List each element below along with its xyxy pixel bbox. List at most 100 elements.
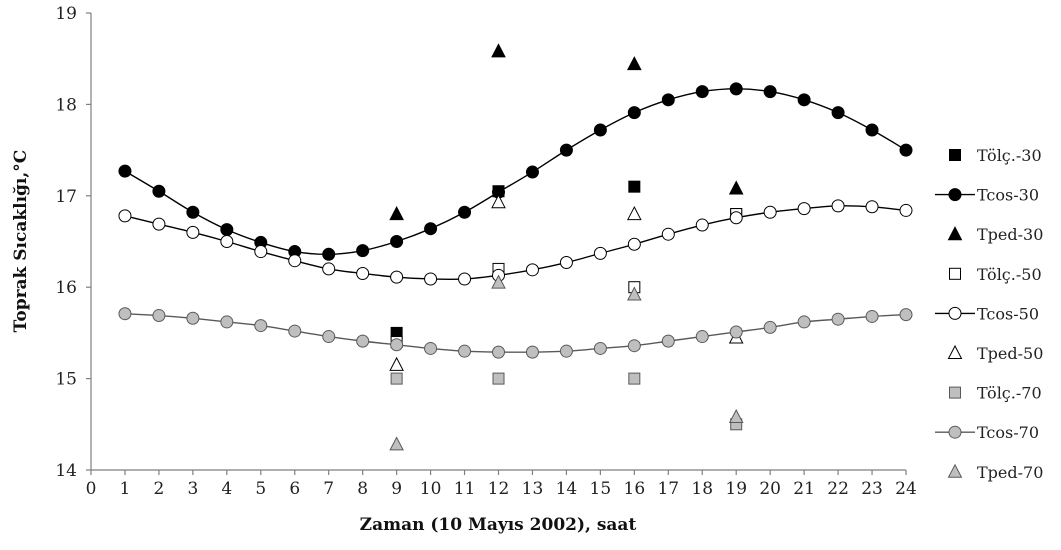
data-point — [356, 334, 370, 348]
data-point — [729, 325, 743, 339]
legend-marker — [947, 344, 963, 359]
series-5 — [389, 194, 744, 371]
series-line — [124, 88, 907, 256]
series-6 — [390, 372, 743, 431]
data-point — [627, 237, 641, 251]
data-point — [695, 218, 709, 232]
data-point — [186, 205, 200, 219]
data-point — [593, 123, 607, 137]
legend-marker — [948, 306, 962, 320]
data-point — [389, 436, 404, 451]
data-point — [728, 180, 744, 195]
data-point — [797, 93, 811, 107]
legend-label: Tölç.-30 — [977, 146, 1042, 165]
y-tick-label: 14 — [55, 461, 77, 481]
data-point — [254, 245, 268, 259]
data-point — [491, 194, 506, 209]
data-point — [661, 93, 675, 107]
y-tick-label: 15 — [55, 370, 77, 390]
data-point — [525, 345, 539, 359]
data-point — [220, 315, 234, 329]
x-tick-label: 10 — [420, 479, 442, 499]
legend-label: Tped-70 — [977, 463, 1043, 482]
y-tick-label: 18 — [55, 95, 77, 115]
legend-label: Tcos-30 — [977, 186, 1039, 205]
data-point — [254, 319, 268, 333]
ticks: 0 1 2 3 4 5 6 7 8 9 10 11 12 13 14 15 16 17 18 19 20 21 22 23 24… — [55, 4, 916, 499]
legend-item: Tped-70 — [947, 463, 1043, 482]
legend-item: Tcos-30 — [935, 186, 1039, 205]
data-point — [593, 341, 607, 355]
legend-label: Tcos-70 — [977, 423, 1039, 442]
data-point — [865, 123, 879, 137]
x-tick-label: 24 — [895, 479, 917, 499]
legend-item: Tcos-50 — [935, 304, 1039, 323]
data-point — [458, 272, 472, 286]
y-tick-label: 19 — [55, 4, 77, 24]
x-tick-label: 6 — [289, 479, 300, 499]
data-point — [831, 199, 845, 213]
legend-item: Tped-50 — [947, 344, 1043, 363]
x-tick-label: 5 — [255, 479, 266, 499]
data-point — [627, 106, 641, 120]
x-tick-label: 7 — [323, 479, 334, 499]
legend-marker — [949, 149, 961, 161]
series-3 — [390, 208, 743, 349]
data-point — [593, 246, 607, 260]
data-point — [628, 180, 641, 193]
x-tick-label: 9 — [391, 479, 402, 499]
series-7 — [118, 307, 913, 359]
data-point — [288, 324, 302, 338]
data-point — [390, 270, 404, 284]
legend-label: Tcos-50 — [977, 304, 1039, 323]
data-point — [627, 56, 642, 71]
data-point — [322, 247, 336, 261]
data-point — [424, 222, 438, 236]
data-point — [525, 165, 539, 179]
data-point — [559, 344, 573, 358]
data-point — [628, 372, 641, 385]
data-point — [118, 307, 132, 321]
x-tick-label: 12 — [488, 479, 510, 499]
data-point — [356, 266, 370, 280]
legend-marker — [949, 267, 961, 280]
x-tick-label: 14 — [556, 479, 578, 499]
data-point — [288, 254, 302, 268]
data-point — [525, 263, 539, 277]
data-point — [322, 262, 336, 276]
data-point — [728, 408, 744, 423]
data-point — [322, 330, 336, 344]
data-point — [356, 244, 370, 258]
x-tick-label: 13 — [522, 479, 544, 499]
series-line — [124, 205, 907, 281]
data-point — [627, 339, 641, 353]
data-point — [661, 227, 675, 241]
data-point — [763, 85, 777, 99]
y-tick-label: 17 — [55, 187, 77, 207]
legend-item: Tölç.-30 — [949, 146, 1042, 165]
legend-label: Tölç.-70 — [977, 384, 1042, 403]
data-point — [899, 308, 913, 322]
x-tick-label: 16 — [624, 479, 646, 499]
data-point — [118, 164, 132, 178]
data-point — [559, 256, 573, 270]
x-tick-label: 20 — [759, 479, 781, 499]
legend-label: Tölç.-50 — [977, 265, 1042, 284]
x-tick-label: 18 — [691, 479, 713, 499]
data-point — [865, 309, 879, 323]
data-point — [118, 209, 132, 223]
data-point — [729, 82, 743, 96]
data-point — [152, 217, 166, 231]
data-point — [695, 85, 709, 99]
data-point — [186, 225, 200, 239]
x-tick-label: 21 — [793, 479, 815, 499]
legend: Tölç.-30 Tcos-30 Tped-30 Tölç.-50 Tcos-50 Tpe… — [935, 146, 1043, 482]
legend-marker — [947, 226, 963, 241]
data-point — [389, 205, 404, 221]
x-axis-title: Zaman (10 Mayıs 2002), saat — [360, 515, 637, 535]
legend-item: Tölç.-50 — [949, 265, 1042, 284]
data-point — [491, 274, 506, 289]
x-tick-label: 17 — [657, 479, 679, 499]
data-point — [186, 311, 200, 325]
